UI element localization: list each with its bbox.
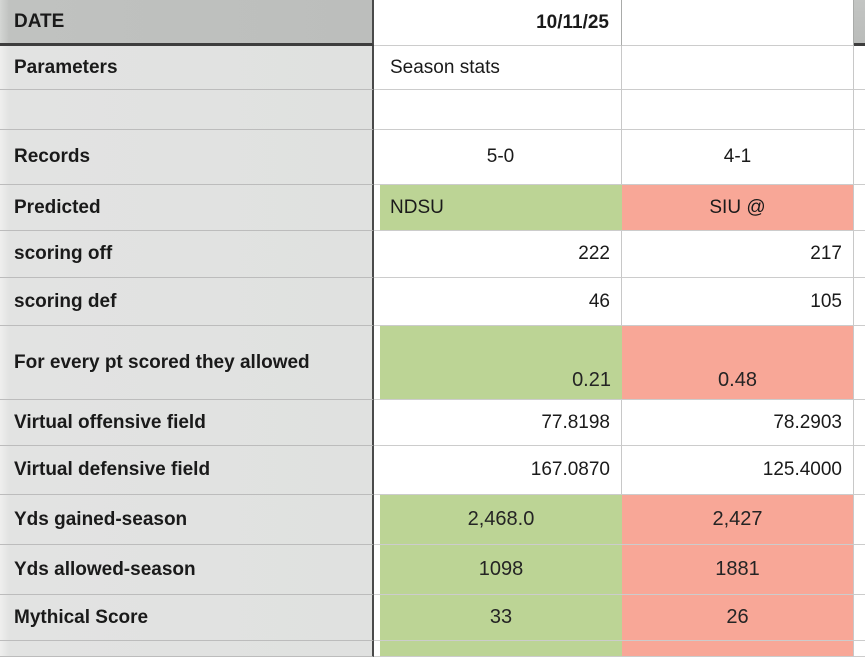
row-label-virtual-defensive[interactable]: Virtual defensive field bbox=[0, 446, 374, 495]
row-label-scoring-off[interactable]: scoring off bbox=[0, 231, 374, 278]
edge-column-sliver bbox=[854, 595, 865, 641]
edge-column-sliver bbox=[854, 400, 865, 446]
edge-column-sliver bbox=[854, 278, 865, 326]
header-empty-cell[interactable] bbox=[622, 0, 854, 46]
value-cell-predicted-a[interactable]: NDSU bbox=[380, 185, 622, 231]
gutter-column bbox=[374, 0, 380, 46]
value-cell-records-a[interactable]: 5-0 bbox=[380, 130, 622, 185]
row-label-mythical-score[interactable]: Mythical Score bbox=[0, 595, 374, 641]
value-cell-pt-ratio-a[interactable]: 0.21 bbox=[380, 326, 622, 400]
value-cell-yds-gained-a[interactable]: 2,468.0 bbox=[380, 495, 622, 545]
edge-column-sliver bbox=[854, 326, 865, 400]
gutter-column bbox=[374, 90, 380, 130]
gutter-column bbox=[374, 185, 380, 231]
row-label-predicted[interactable]: Predicted bbox=[0, 185, 374, 231]
edge-column-sliver bbox=[854, 0, 865, 46]
value-cell-parameters-a[interactable]: Season stats bbox=[380, 46, 622, 90]
gutter-column bbox=[374, 130, 380, 185]
value-cell-pt-ratio-b[interactable]: 0.48 bbox=[622, 326, 854, 400]
value-cell-partial-b[interactable] bbox=[622, 641, 854, 657]
edge-column-sliver bbox=[854, 545, 865, 595]
row-label-pt-ratio[interactable]: For every pt scored they allowed bbox=[0, 326, 374, 400]
header-date-cell[interactable]: DATE bbox=[0, 0, 374, 46]
row-label-virtual-offensive[interactable]: Virtual offensive field bbox=[0, 400, 374, 446]
value-cell-scoring-def-b[interactable]: 105 bbox=[622, 278, 854, 326]
value-cell-empty-b[interactable] bbox=[622, 90, 854, 130]
value-cell-virtual-offensive-b[interactable]: 78.2903 bbox=[622, 400, 854, 446]
edge-column-sliver bbox=[854, 446, 865, 495]
value-cell-yds-gained-b[interactable]: 2,427 bbox=[622, 495, 854, 545]
gutter-column bbox=[374, 326, 380, 400]
gutter-column bbox=[374, 595, 380, 641]
gutter-column bbox=[374, 278, 380, 326]
header-date-value-cell[interactable]: 10/11/25 bbox=[380, 0, 622, 46]
row-label-partial[interactable] bbox=[0, 641, 374, 657]
value-cell-mythical-score-a[interactable]: 33 bbox=[380, 595, 622, 641]
value-cell-scoring-off-b[interactable]: 217 bbox=[622, 231, 854, 278]
edge-column-sliver bbox=[854, 495, 865, 545]
row-label-records[interactable]: Records bbox=[0, 130, 374, 185]
gutter-column bbox=[374, 400, 380, 446]
row-label-scoring-def[interactable]: scoring def bbox=[0, 278, 374, 326]
value-cell-parameters-b[interactable] bbox=[622, 46, 854, 90]
row-label-yds-allowed[interactable]: Yds allowed-season bbox=[0, 545, 374, 595]
value-cell-yds-allowed-b[interactable]: 1881 bbox=[622, 545, 854, 595]
gutter-column bbox=[374, 446, 380, 495]
value-cell-virtual-defensive-a[interactable]: 167.0870 bbox=[380, 446, 622, 495]
value-cell-mythical-score-b[interactable]: 26 bbox=[622, 595, 854, 641]
row-label-parameters[interactable]: Parameters bbox=[0, 46, 374, 90]
value-cell-virtual-offensive-a[interactable]: 77.8198 bbox=[380, 400, 622, 446]
edge-column-sliver bbox=[854, 231, 865, 278]
row-label-yds-gained[interactable]: Yds gained-season bbox=[0, 495, 374, 545]
gutter-column bbox=[374, 545, 380, 595]
edge-column-sliver bbox=[854, 130, 865, 185]
value-cell-predicted-b[interactable]: SIU @ bbox=[622, 185, 854, 231]
row-label-empty[interactable] bbox=[0, 90, 374, 130]
edge-column-sliver bbox=[854, 90, 865, 130]
gutter-column bbox=[374, 495, 380, 545]
value-cell-virtual-defensive-b[interactable]: 125.4000 bbox=[622, 446, 854, 495]
value-cell-yds-allowed-a[interactable]: 1098 bbox=[380, 545, 622, 595]
value-cell-partial-a[interactable] bbox=[380, 641, 622, 657]
edge-column-sliver bbox=[854, 46, 865, 90]
value-cell-scoring-def-a[interactable]: 46 bbox=[380, 278, 622, 326]
gutter-column bbox=[374, 231, 380, 278]
gutter-column bbox=[374, 46, 380, 90]
value-cell-records-b[interactable]: 4-1 bbox=[622, 130, 854, 185]
edge-column-sliver bbox=[854, 185, 865, 231]
value-cell-scoring-off-a[interactable]: 222 bbox=[380, 231, 622, 278]
edge-column-sliver bbox=[854, 641, 865, 657]
value-cell-empty-a[interactable] bbox=[380, 90, 622, 130]
